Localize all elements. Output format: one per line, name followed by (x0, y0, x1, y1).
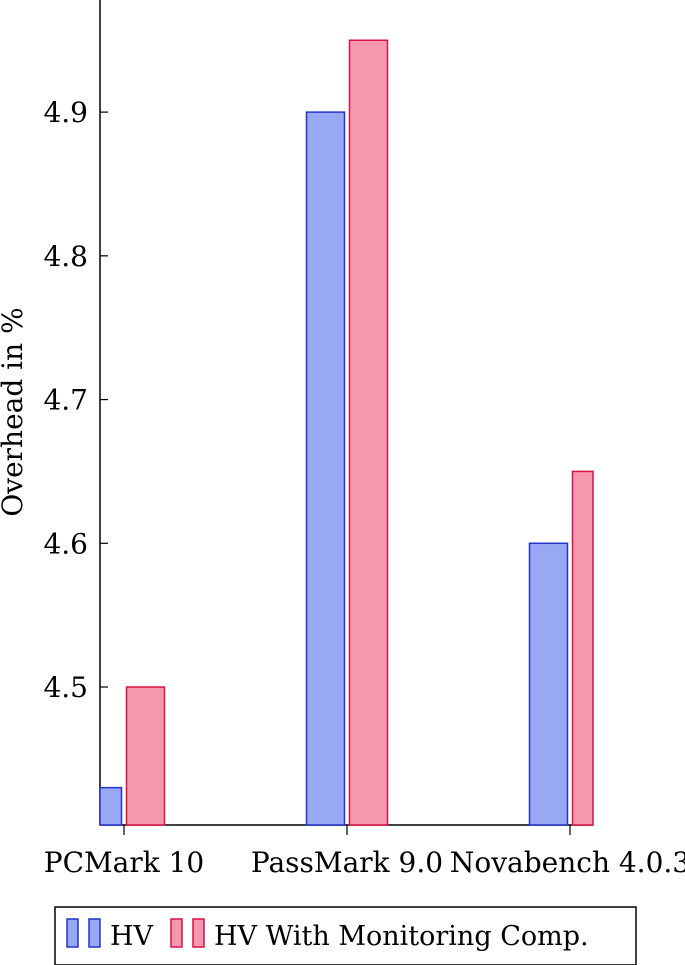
legend-swatch (66, 918, 79, 948)
y-tick-label: 4.6 (43, 527, 88, 560)
bar-hv-3 (528, 542, 569, 826)
bars (99, 39, 594, 826)
legend-swatch (192, 918, 205, 948)
y-tick-label: 4.5 (43, 671, 88, 704)
y-tick-label: 4.9 (43, 96, 88, 129)
legend-swatch (170, 918, 183, 948)
legend-swatch (88, 918, 101, 948)
y-axis-label: Overhead in % (0, 307, 29, 516)
bar-hv-monitoring-2 (348, 39, 389, 826)
x-tick-label: Novabench 4.0.3 (450, 846, 685, 879)
bar-hv-monitoring-3 (571, 470, 594, 826)
y-tick-label: 4.8 (43, 240, 88, 273)
y-ticks: 4.5 4.6 4.7 4.8 4.9 (43, 96, 108, 704)
x-ticks: PCMark 10 PassMark 9.0 Novabench 4.0.3 (44, 825, 685, 879)
legend-label: HV With Monitoring Comp. (214, 921, 589, 952)
legend: HV HV With Monitoring Comp. (54, 906, 637, 965)
bar-hv-monitoring-1 (125, 686, 166, 826)
x-tick-label: PassMark 9.0 (251, 846, 443, 879)
x-tick-label: PCMark 10 (44, 846, 205, 879)
legend-box (54, 906, 637, 965)
bar-hv-1 (99, 786, 123, 826)
bar-hv-2 (305, 111, 346, 826)
axes (99, 0, 593, 826)
legend-label: HV (110, 921, 154, 952)
y-tick-label: 4.7 (43, 384, 88, 417)
